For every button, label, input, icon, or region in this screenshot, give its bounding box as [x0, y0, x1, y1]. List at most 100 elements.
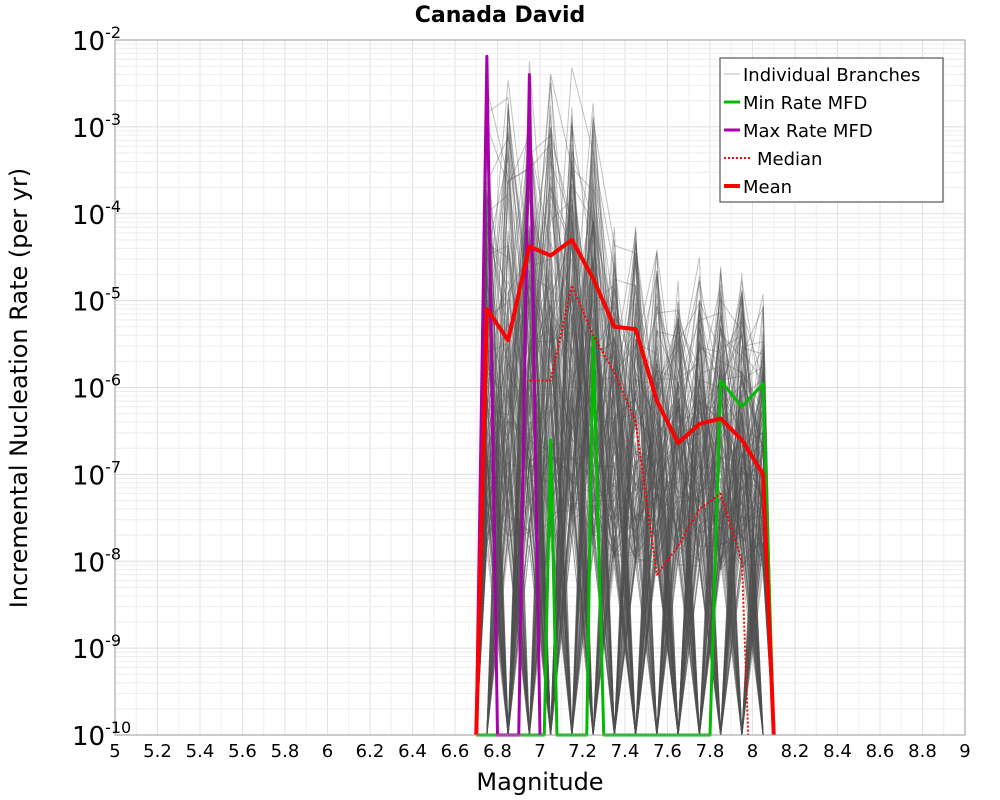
branch-line	[475, 192, 775, 736]
branch-line	[475, 115, 775, 736]
branch-line	[475, 197, 775, 736]
x-tick-label: 8.6	[866, 741, 895, 762]
x-tick-label: 5.6	[228, 741, 257, 762]
x-tick-label: 6.8	[483, 741, 512, 762]
branch-line	[475, 363, 774, 736]
branch-line	[475, 345, 774, 736]
branch-line	[475, 114, 774, 736]
branch-line	[476, 133, 775, 736]
branch-line	[476, 352, 774, 736]
branch-line	[475, 159, 775, 736]
y-ticks: 10-2 10-3 10-4 10-5 10-6 10-7 10-8 10-9 10-10	[72, 23, 131, 752]
branch-line	[476, 298, 775, 736]
branch-line	[475, 87, 774, 736]
branch-line	[475, 179, 775, 736]
legend-box	[719, 57, 944, 203]
branch-line	[476, 116, 775, 736]
branch-line	[476, 178, 775, 736]
branch-line	[475, 214, 774, 736]
x-tick-label: 8.4	[823, 741, 852, 762]
branch-line	[475, 295, 775, 736]
branch-line	[476, 224, 774, 736]
branch-line	[476, 181, 774, 736]
branch-line	[476, 248, 774, 736]
branch-line	[475, 293, 775, 736]
legend-label-max-rate: Max Rate MFD	[743, 121, 873, 142]
branch-line	[475, 240, 775, 736]
x-tick-label: 5.8	[271, 741, 300, 762]
branch-line	[476, 150, 775, 736]
branch-line	[475, 142, 775, 736]
x-tick-label: 6.4	[398, 741, 427, 762]
branch-line	[475, 141, 774, 736]
branch-line	[475, 198, 775, 736]
x-tick-label: 7.4	[611, 741, 640, 762]
legend: Individual Branches Min Rate MFD Max Rat…	[719, 57, 944, 203]
branch-line	[476, 269, 775, 736]
branch-line	[475, 301, 775, 736]
branch-line	[475, 199, 775, 736]
series-line-mean	[474, 237, 776, 736]
branch-line	[475, 189, 774, 736]
branch-line	[475, 163, 775, 736]
branch-line	[476, 61, 774, 736]
branch-line	[475, 256, 774, 736]
series-line-median	[529, 284, 750, 736]
branch-line	[476, 167, 774, 736]
x-tick-label: 6	[322, 741, 333, 762]
y-tick-label: 10-8	[72, 544, 121, 578]
legend-label-min-rate: Min Rate MFD	[743, 93, 867, 114]
branch-line	[475, 296, 775, 736]
branch-line	[475, 245, 775, 736]
branch-line	[476, 160, 775, 736]
branch-line	[476, 262, 775, 736]
branch-line	[476, 103, 775, 736]
branch-line	[475, 73, 774, 736]
branch-line	[476, 362, 775, 736]
branch-line	[475, 188, 775, 736]
branch-line	[475, 162, 775, 736]
branch-line	[476, 140, 775, 736]
branch-line	[475, 293, 775, 736]
branch-line	[476, 169, 774, 736]
branch-line	[475, 210, 774, 736]
y-tick-label: 10-5	[72, 284, 121, 318]
branch-line	[476, 185, 775, 736]
legend-label-median: Median	[757, 149, 822, 170]
branch-line	[476, 133, 775, 736]
branch-line	[475, 195, 775, 736]
branch-line	[475, 280, 774, 736]
x-axis-label: Magnitude	[476, 768, 603, 796]
branch-line	[475, 99, 774, 736]
y-tick-label: 10-3	[72, 110, 121, 144]
x-tick-label: 5.4	[186, 741, 215, 762]
branch-line	[475, 185, 775, 736]
branch-line	[475, 325, 775, 736]
branch-line	[476, 162, 774, 736]
branch-line	[475, 318, 775, 736]
branch-line	[475, 291, 775, 736]
branch-line	[475, 346, 775, 736]
branch-line	[475, 93, 775, 736]
x-tick-label: 8	[747, 741, 758, 762]
branch-line	[475, 243, 775, 736]
chart-title: Canada David	[415, 3, 586, 28]
branch-line	[475, 299, 775, 736]
plot-frame	[114, 39, 966, 736]
branch-line	[476, 231, 774, 736]
branch-line	[475, 305, 774, 736]
branch-line	[476, 295, 775, 736]
branch-line	[475, 107, 775, 736]
branch-line	[475, 255, 775, 736]
x-tick-label: 6.2	[356, 741, 385, 762]
branch-line	[475, 328, 774, 736]
branch-line	[476, 210, 775, 736]
branch-line	[475, 127, 774, 736]
branch-line	[475, 142, 775, 736]
branch-line	[476, 365, 775, 736]
branch-line	[475, 115, 775, 736]
branch-line	[476, 161, 775, 736]
branch-line	[476, 103, 775, 736]
branch-line	[475, 221, 775, 736]
branch-line	[475, 67, 774, 736]
